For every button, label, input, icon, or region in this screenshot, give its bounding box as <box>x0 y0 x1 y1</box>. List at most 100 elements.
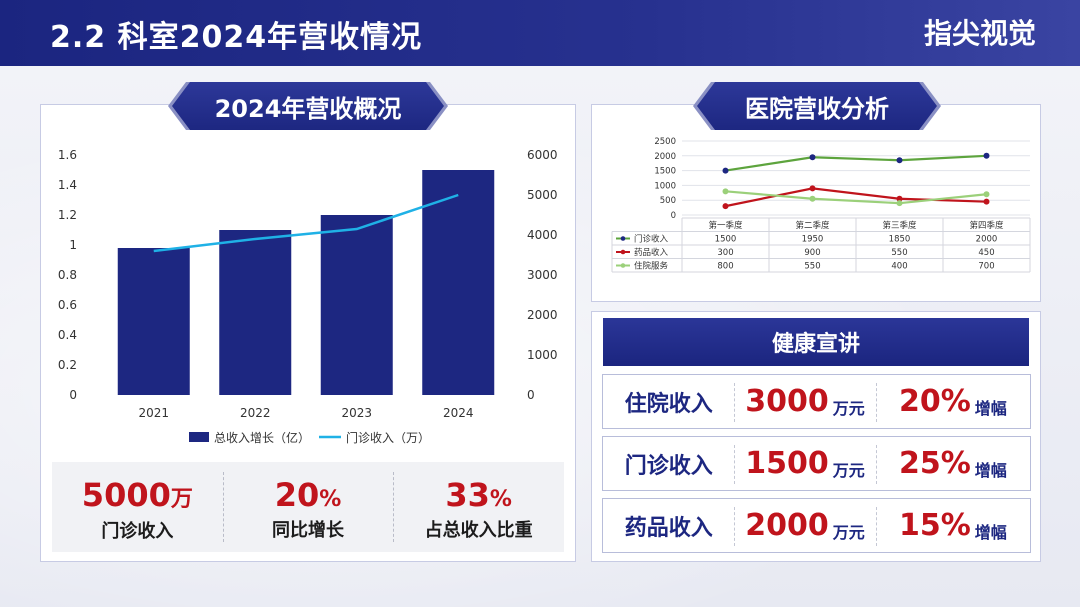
y-tick-label: 2000 <box>654 152 676 162</box>
x-tick-label: 2023 <box>341 406 372 420</box>
y-tick-label: 1.4 <box>58 178 77 192</box>
table-value: 800 <box>717 262 733 272</box>
income-amount: 1500 <box>745 446 829 481</box>
table-series-label: 住院服务 <box>634 261 669 272</box>
data-point <box>983 152 990 159</box>
table-legend-dot <box>620 249 626 255</box>
stat-label: 同比增长 <box>272 520 344 541</box>
y-tick-label: 0.8 <box>58 268 77 282</box>
y2-tick-label: 2000 <box>527 308 558 322</box>
income-row-inpatient: 住院收入 3000 万元 20% 增幅 <box>602 374 1031 429</box>
x-tick-label: 第二季度 <box>795 220 830 231</box>
series-line-2 <box>725 190 987 205</box>
brand-logo-text: 指尖视觉 <box>923 17 1036 50</box>
income-pct-cell: 20% 增幅 <box>875 375 1030 428</box>
series-line-0 <box>725 154 987 172</box>
y-tick-label: 500 <box>660 196 676 206</box>
table-value: 700 <box>978 262 994 272</box>
data-point <box>896 195 903 202</box>
data-point <box>809 154 816 161</box>
table-series-label: 药品收入 <box>634 247 669 258</box>
income-name: 药品收入 <box>624 515 713 541</box>
table-legend-dot <box>620 263 626 268</box>
table-value: 1850 <box>889 235 911 245</box>
y2-tick-label: 6000 <box>527 148 558 162</box>
y2-tick-label: 0 <box>527 388 535 402</box>
table-series-label: 门诊收入 <box>634 234 669 245</box>
stat-share: 33% 占总收入比重 <box>393 462 564 552</box>
y2-tick-label: 3000 <box>527 268 558 282</box>
header-bar: 2.2 科室2024年营收情况 指尖视觉 <box>0 0 1080 66</box>
bar-2021 <box>117 248 190 395</box>
income-pct-cell: 25% 增幅 <box>875 437 1030 490</box>
y-tick-label: 0 <box>69 388 77 402</box>
y-tick-label: 0.2 <box>58 358 77 372</box>
table-value: 1500 <box>715 235 737 245</box>
hospital-analysis-panel: 0 500 1000 1500 2000 2500 第一季度 第二季度 第三季度 第四季度门诊收入… <box>591 104 1041 302</box>
y-tick-label: 2500 <box>654 137 676 147</box>
bar-2023 <box>320 215 393 395</box>
series-line-outpatient <box>153 193 459 253</box>
income-pct: 20% <box>898 384 971 419</box>
table-value: 300 <box>717 248 733 258</box>
table-value: 1950 <box>802 235 824 245</box>
stat-unit: 万 <box>170 487 193 512</box>
stat-unit: % <box>489 487 512 512</box>
income-amount: 3000 <box>745 384 829 419</box>
table-value: 2000 <box>976 235 998 245</box>
income-amount-cell: 3000 万元 <box>734 375 875 428</box>
quarterly-line-chart: 0 500 1000 1500 2000 2500 第一季度 第二季度 第三季度 第四季度门诊收入… <box>611 137 1031 273</box>
promo-title: 健康宣讲 <box>603 318 1029 366</box>
y-tick-label: 0.6 <box>58 298 77 312</box>
overview-stats: 5000万 门诊收入 20% 同比增长 33% 占总收入比重 <box>52 462 564 552</box>
y2-tick-label: 5000 <box>527 188 558 202</box>
overview-ribbon: 2024年营收概况 <box>172 82 444 130</box>
x-tick-label: 2024 <box>443 406 474 420</box>
bar-2022 <box>219 230 292 395</box>
data-point <box>809 185 816 192</box>
income-amount: 2000 <box>745 508 829 543</box>
x-tick-label: 第三季度 <box>882 220 917 231</box>
data-point <box>896 200 903 207</box>
income-pct: 25% <box>898 446 971 481</box>
y-tick-label: 1500 <box>654 167 676 177</box>
income-pct-unit: 增幅 <box>974 398 1007 418</box>
income-amount-unit: 万元 <box>832 460 865 480</box>
table-value: 400 <box>891 262 907 272</box>
y-tick-label: 0 <box>671 211 676 221</box>
income-name: 门诊收入 <box>624 453 713 479</box>
y2-tick-label: 4000 <box>527 228 558 242</box>
table-value: 450 <box>978 248 994 258</box>
income-row-outpatient: 门诊收入 1500 万元 25% 增幅 <box>602 436 1031 491</box>
data-point <box>809 195 816 202</box>
analysis-ribbon: 医院营收分析 <box>697 82 937 130</box>
income-pct-unit: 增幅 <box>974 522 1007 542</box>
y-tick-label: 0.4 <box>58 328 77 342</box>
y-tick-label: 1.6 <box>58 148 77 162</box>
y-tick-label: 1000 <box>654 181 676 191</box>
x-tick-label: 第一季度 <box>708 220 743 231</box>
data-point <box>983 191 990 198</box>
legend-label-line: 门诊收入（万） <box>346 430 430 445</box>
x-tick-label: 2022 <box>240 406 271 420</box>
stat-label: 门诊收入 <box>101 521 174 542</box>
income-row-drugs: 药品收入 2000 万元 15% 增幅 <box>602 498 1031 553</box>
data-point <box>983 198 990 205</box>
table-value: 550 <box>804 262 820 272</box>
y-tick-label: 1.2 <box>58 208 77 222</box>
data-point <box>722 203 729 210</box>
data-point <box>896 157 903 164</box>
income-amount-unit: 万元 <box>832 398 865 418</box>
bar-2024 <box>422 170 495 395</box>
income-pct-cell: 15% 增幅 <box>875 499 1030 552</box>
table-value: 900 <box>804 248 820 258</box>
x-tick-label: 第四季度 <box>969 220 1004 231</box>
stat-label: 占总收入比重 <box>424 520 533 541</box>
income-name: 住院收入 <box>624 391 713 417</box>
stat-value: 5000 <box>81 476 171 514</box>
stat-unit: % <box>319 487 342 512</box>
stat-value: 20 <box>274 476 320 514</box>
stat-value: 33 <box>445 476 490 514</box>
data-point <box>722 167 729 174</box>
legend-label-bar: 总收入增长（亿） <box>214 430 310 445</box>
